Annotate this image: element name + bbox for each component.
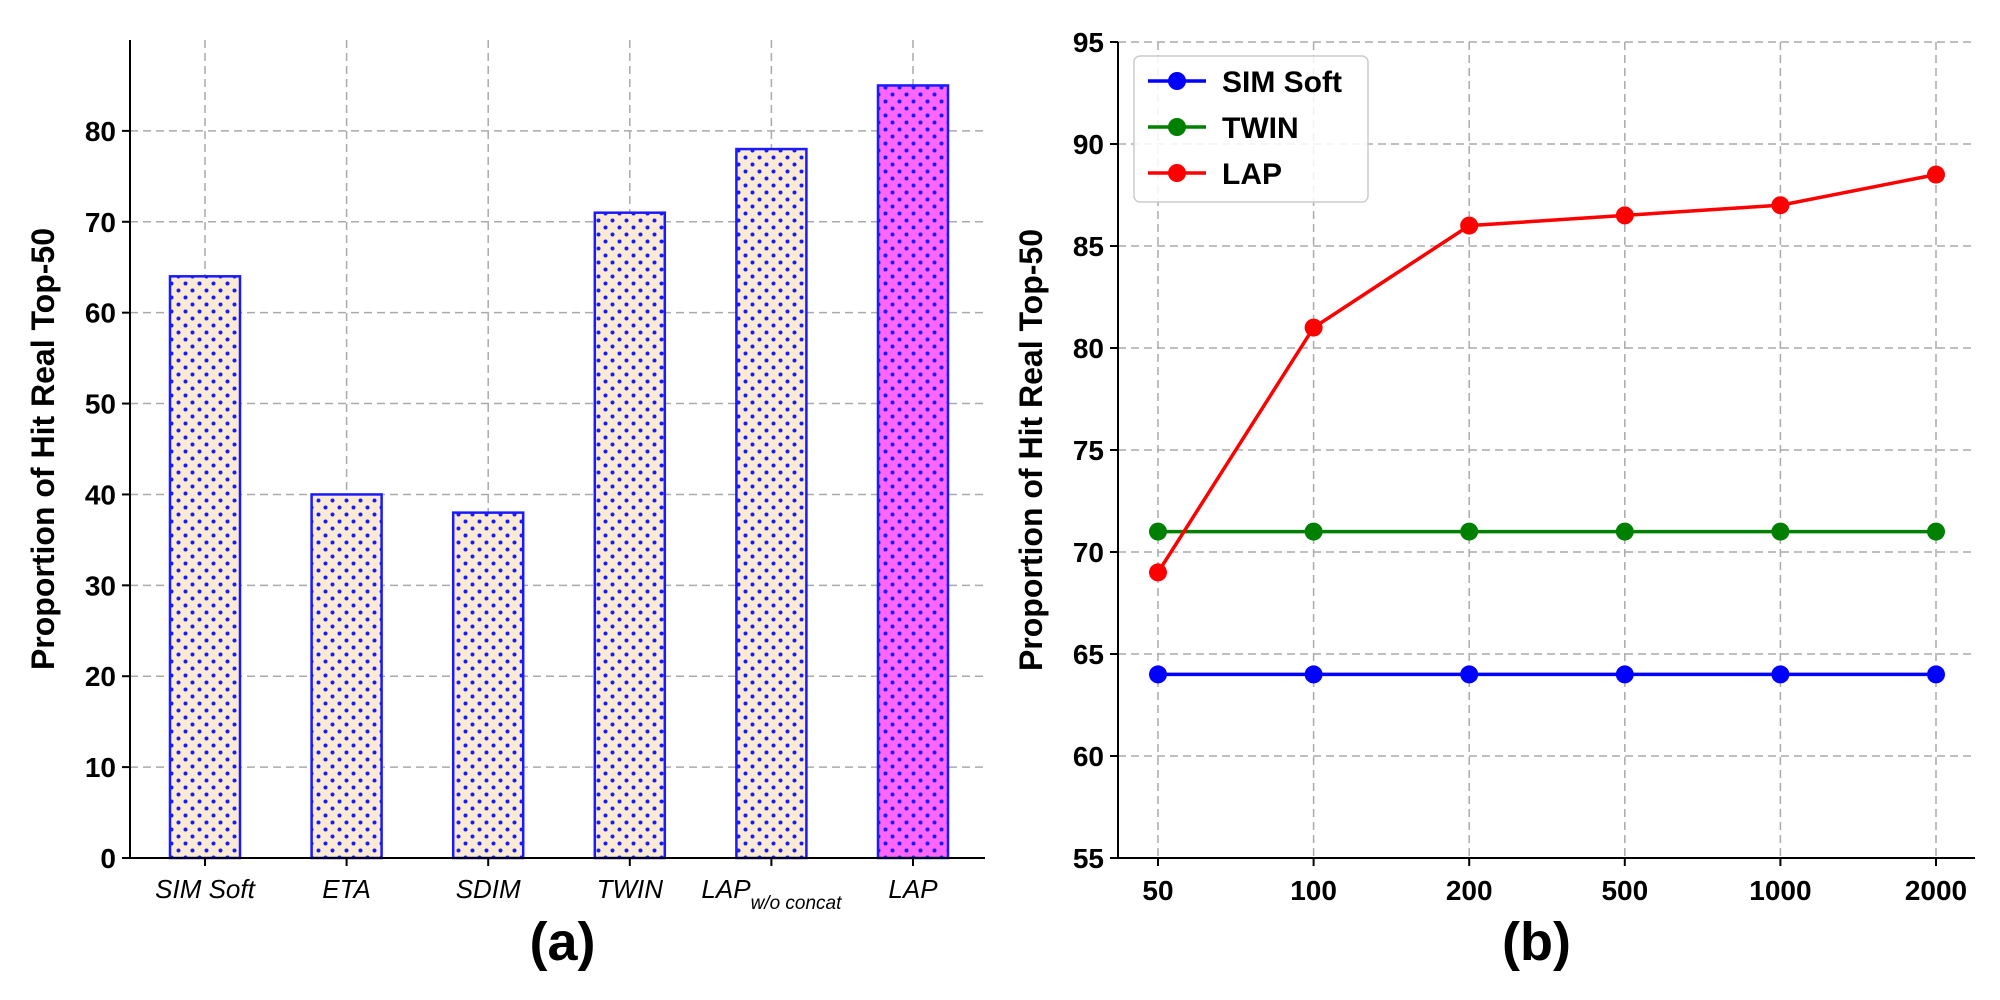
data-point [1615,522,1634,541]
legend-label: LAP [1222,158,1282,191]
panel-label: (a) [530,912,596,972]
y-tick-label: 95 [1073,27,1104,58]
legend-label: TWIN [1222,112,1299,145]
y-tick-label: 70 [85,207,116,238]
legend: SIM Soft TWIN LAP [1133,55,1369,203]
data-point [1460,522,1479,541]
y-tick-label: 65 [1073,639,1104,670]
data-point [1149,665,1167,684]
bar [735,147,808,860]
y-tick-label: 85 [1073,231,1104,262]
axes [129,40,985,859]
legend-marker [1168,164,1186,182]
data-point [1304,665,1323,684]
legend-marker [1168,118,1186,136]
x-tick-label: TWIN [597,874,664,904]
bar-series [168,84,950,860]
bar [168,275,242,860]
grid-lines [130,40,985,858]
data-point [1927,665,1945,684]
y-tick-label: 80 [85,116,116,147]
x-tick-label: 50 [1142,875,1173,906]
y-tick-label: 0 [100,843,116,874]
data-point [1460,665,1479,684]
data-point [1304,318,1323,337]
legend-item: TWIN [1148,112,1299,145]
legend-item: LAP [1148,158,1282,191]
y-tick-label: 30 [85,570,116,601]
x-tick-label: 100 [1290,875,1337,906]
legend-marker [1168,72,1186,90]
data-point [1460,216,1479,235]
data-point [1615,665,1634,684]
data-point [1771,196,1790,215]
legend-box [1133,55,1369,203]
x-tick-label: LAP [888,874,938,904]
legend-item: SIM Soft [1148,66,1342,99]
x-tick-label: 200 [1446,875,1493,906]
y-axis-label: Proportion of Hit Real Top-50 [25,228,61,670]
y-tick-label: 20 [85,661,116,692]
legend-label: SIM Soft [1222,66,1342,99]
data-point [1771,522,1790,541]
data-point [1771,665,1790,684]
x-tick-label: 1000 [1749,875,1811,906]
x-tick-label: SDIM [456,874,521,904]
y-tick-label: 60 [85,298,116,329]
line-series [1149,165,1945,684]
y-tick-label: 40 [85,479,116,510]
y-tick-label: 70 [1073,537,1104,568]
y-tick-label: 10 [85,752,116,783]
data-point [1927,522,1945,541]
y-tick-label: 50 [85,389,116,420]
panel-label: (b) [1502,912,1571,972]
data-point [1927,165,1945,184]
bar [310,493,383,860]
line-chart-panel: 55 60 65 70 75 80 85 90 95 50 100 200 500 1000 2000 S… [1013,27,1975,972]
data-point [1149,563,1167,582]
y-tick-label: 55 [1073,843,1104,874]
y-tick-labels: 55 60 65 70 75 80 85 90 95 [1073,27,1118,874]
x-tick-label: LAPw/o concat [701,874,842,914]
bar-chart-panel: 0 10 20 30 40 50 60 70 80 SIM Soft ETA SDIM TWIN LAP… [25,40,985,972]
y-tick-label: 90 [1073,129,1104,160]
x-tick-labels: SIM Soft ETA SDIM TWIN LAPw/o concat LAP [155,858,938,914]
x-tick-label: SIM Soft [155,874,256,904]
bar [876,84,950,860]
bar [451,511,525,860]
series-line [1156,172,1937,574]
x-tick-label: ETA [322,874,371,904]
data-point [1149,522,1167,541]
y-tick-label: 60 [1073,741,1104,772]
x-tick-label: 500 [1601,875,1648,906]
series-lap [1149,165,1945,582]
y-tick-label: 80 [1073,333,1104,364]
series-sim-soft [1149,665,1945,684]
data-point [1615,206,1634,225]
x-tick-label: 2000 [1905,875,1967,906]
x-tick-label-subscript: w/o concat [751,893,843,914]
series-twin [1149,522,1945,541]
data-point [1304,522,1323,541]
y-tick-labels: 0 10 20 30 40 50 60 70 80 [85,116,130,874]
bar [593,211,667,860]
y-axis-label: Proportion of Hit Real Top-50 [1013,229,1049,671]
y-tick-label: 75 [1073,435,1104,466]
x-tick-labels: 50 100 200 500 1000 2000 [1142,858,1967,906]
